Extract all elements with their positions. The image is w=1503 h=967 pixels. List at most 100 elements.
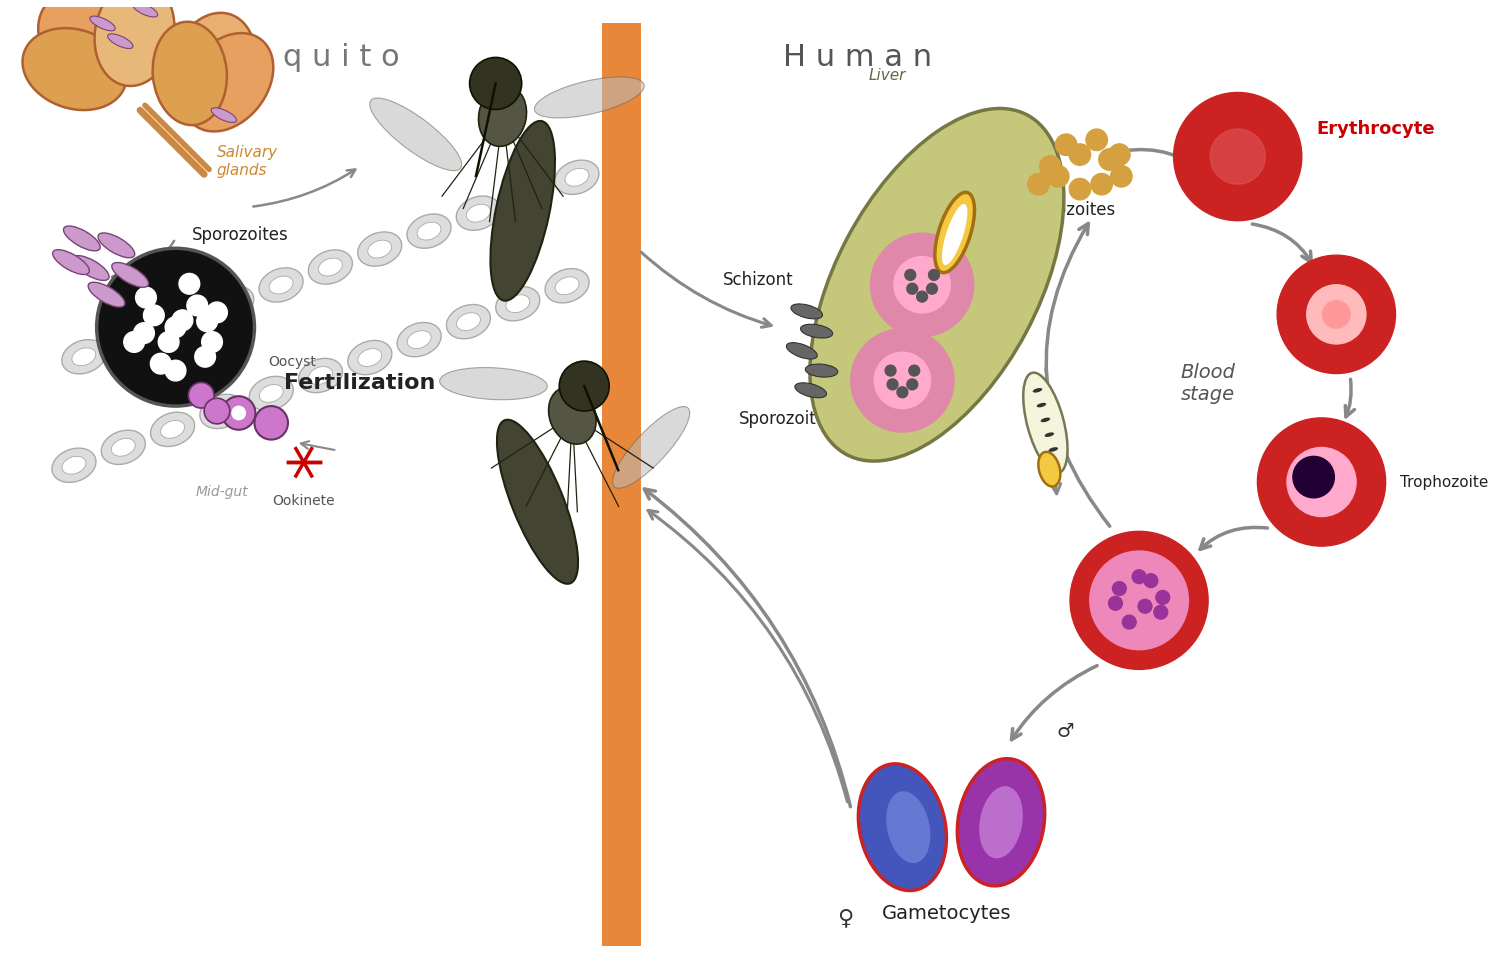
Ellipse shape <box>407 331 431 348</box>
Circle shape <box>222 396 256 429</box>
Text: Sporozoites: Sporozoites <box>738 410 836 428</box>
Ellipse shape <box>407 214 451 249</box>
Circle shape <box>1154 605 1168 619</box>
Circle shape <box>204 398 230 424</box>
Circle shape <box>469 57 522 109</box>
Bar <box>601 23 642 946</box>
Ellipse shape <box>210 286 254 320</box>
Circle shape <box>1070 531 1208 669</box>
Ellipse shape <box>111 322 155 356</box>
Ellipse shape <box>23 28 126 110</box>
Ellipse shape <box>810 108 1064 461</box>
Circle shape <box>897 387 908 397</box>
Circle shape <box>186 295 207 316</box>
Ellipse shape <box>358 349 382 366</box>
Ellipse shape <box>150 412 194 447</box>
Ellipse shape <box>416 222 440 240</box>
Circle shape <box>1258 418 1386 546</box>
Circle shape <box>1085 129 1108 151</box>
Circle shape <box>1132 570 1145 584</box>
Circle shape <box>559 361 609 411</box>
Circle shape <box>1109 597 1123 610</box>
Circle shape <box>1090 551 1189 650</box>
Circle shape <box>143 305 164 326</box>
Text: ♀: ♀ <box>837 908 854 928</box>
Circle shape <box>165 361 186 381</box>
Circle shape <box>926 283 938 294</box>
Ellipse shape <box>101 430 146 464</box>
Ellipse shape <box>259 268 304 302</box>
Ellipse shape <box>72 255 110 280</box>
Ellipse shape <box>200 395 243 428</box>
Circle shape <box>905 270 915 280</box>
Circle shape <box>909 366 920 376</box>
Ellipse shape <box>446 305 490 338</box>
Ellipse shape <box>1040 418 1051 423</box>
Ellipse shape <box>555 161 600 194</box>
Ellipse shape <box>89 282 125 308</box>
Ellipse shape <box>457 196 500 230</box>
Ellipse shape <box>497 420 579 584</box>
Ellipse shape <box>786 342 818 359</box>
Ellipse shape <box>457 312 481 331</box>
Ellipse shape <box>210 402 234 421</box>
Text: Erythrocyte: Erythrocyte <box>1317 120 1435 138</box>
Ellipse shape <box>1049 447 1058 452</box>
Ellipse shape <box>308 249 352 284</box>
Circle shape <box>195 346 215 367</box>
Circle shape <box>134 323 155 343</box>
Text: Oocyst: Oocyst <box>268 355 316 368</box>
Circle shape <box>197 311 218 332</box>
Ellipse shape <box>368 240 392 258</box>
Ellipse shape <box>490 121 555 301</box>
Ellipse shape <box>111 438 135 456</box>
Circle shape <box>173 310 192 331</box>
Circle shape <box>1174 93 1302 220</box>
Circle shape <box>1323 301 1350 328</box>
Ellipse shape <box>555 277 579 295</box>
Ellipse shape <box>565 168 589 187</box>
Text: Sporozoites: Sporozoites <box>192 226 289 245</box>
Ellipse shape <box>358 232 401 266</box>
Ellipse shape <box>478 85 526 146</box>
Circle shape <box>875 352 930 409</box>
Ellipse shape <box>38 0 137 94</box>
Ellipse shape <box>1024 372 1067 473</box>
Ellipse shape <box>613 406 690 488</box>
Circle shape <box>1048 165 1069 188</box>
Text: Blood
stage: Blood stage <box>1181 363 1235 404</box>
Circle shape <box>135 287 156 308</box>
Ellipse shape <box>347 340 392 374</box>
Circle shape <box>1069 178 1091 200</box>
Ellipse shape <box>212 107 236 123</box>
Circle shape <box>929 270 939 280</box>
Ellipse shape <box>535 77 645 118</box>
Ellipse shape <box>153 21 227 125</box>
Circle shape <box>150 353 171 374</box>
Circle shape <box>158 332 179 352</box>
Ellipse shape <box>72 348 96 366</box>
Ellipse shape <box>299 359 343 393</box>
Text: M o s q u i t o: M o s q u i t o <box>192 44 400 73</box>
Ellipse shape <box>370 98 461 170</box>
Ellipse shape <box>132 2 158 17</box>
Circle shape <box>179 274 200 294</box>
Circle shape <box>1156 591 1169 604</box>
Ellipse shape <box>62 339 105 374</box>
Ellipse shape <box>507 295 529 312</box>
Circle shape <box>96 249 254 406</box>
Ellipse shape <box>269 276 293 294</box>
Circle shape <box>887 379 897 390</box>
Ellipse shape <box>161 304 204 338</box>
Ellipse shape <box>1037 403 1046 407</box>
Circle shape <box>1293 456 1335 498</box>
Ellipse shape <box>111 262 149 287</box>
Ellipse shape <box>791 304 822 319</box>
Ellipse shape <box>1033 388 1042 393</box>
Circle shape <box>188 382 213 408</box>
Ellipse shape <box>53 448 96 483</box>
Ellipse shape <box>801 324 833 338</box>
Circle shape <box>1069 144 1091 165</box>
Circle shape <box>1091 173 1112 195</box>
Circle shape <box>1040 156 1061 177</box>
